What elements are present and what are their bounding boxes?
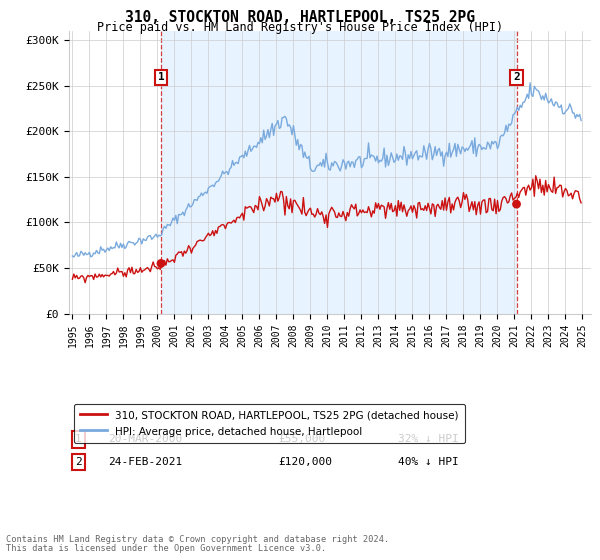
Text: 2: 2 [513, 72, 520, 82]
Text: 20-MAR-2000: 20-MAR-2000 [108, 435, 182, 445]
Text: £55,000: £55,000 [278, 435, 325, 445]
Text: Price paid vs. HM Land Registry's House Price Index (HPI): Price paid vs. HM Land Registry's House … [97, 21, 503, 34]
Bar [161, 31, 517, 314]
Text: 32% ↓ HPI: 32% ↓ HPI [398, 435, 458, 445]
Text: 40% ↓ HPI: 40% ↓ HPI [398, 457, 458, 467]
Legend: 310, STOCKTON ROAD, HARTLEPOOL, TS25 2PG (detached house), HPI: Average price, d: 310, STOCKTON ROAD, HARTLEPOOL, TS25 2PG… [74, 404, 464, 443]
Point [156, 259, 166, 268]
Text: 2: 2 [75, 457, 82, 467]
Point [512, 200, 521, 209]
Text: Contains HM Land Registry data © Crown copyright and database right 2024.: Contains HM Land Registry data © Crown c… [6, 535, 389, 544]
Text: 310, STOCKTON ROAD, HARTLEPOOL, TS25 2PG: 310, STOCKTON ROAD, HARTLEPOOL, TS25 2PG [125, 10, 475, 25]
Text: £120,000: £120,000 [278, 457, 332, 467]
Text: This data is licensed under the Open Government Licence v3.0.: This data is licensed under the Open Gov… [6, 544, 326, 553]
Text: 24-FEB-2021: 24-FEB-2021 [108, 457, 182, 467]
Text: 1: 1 [75, 435, 82, 445]
Text: 1: 1 [158, 72, 164, 82]
